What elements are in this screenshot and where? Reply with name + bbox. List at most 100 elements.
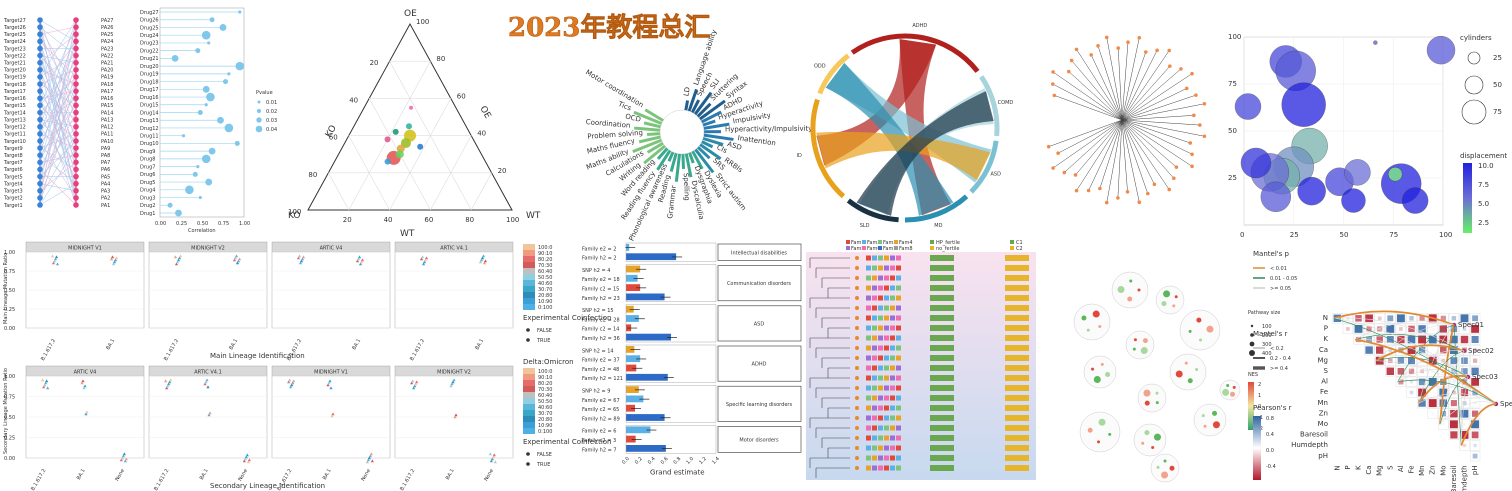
tree-branch bbox=[1139, 128, 1193, 155]
tree-branch bbox=[1086, 119, 1123, 134]
tree-heat-tip bbox=[855, 356, 859, 360]
legend-delta-swatch bbox=[523, 428, 535, 434]
bipartite-network-panel: Target27Target26Target25Target24Target23… bbox=[3, 17, 113, 209]
facet-point bbox=[203, 382, 207, 386]
network-node bbox=[1184, 361, 1188, 365]
tree-heat-tip bbox=[855, 326, 859, 330]
herit-row-label: Family e2 = 28 bbox=[582, 317, 620, 323]
tree-branch bbox=[1121, 119, 1164, 135]
legend-color-bar bbox=[1248, 382, 1254, 430]
tick-oe: 60 bbox=[457, 92, 466, 100]
mantel-col-label: Mo bbox=[1439, 465, 1447, 475]
ternary-frame bbox=[307, 22, 513, 211]
herit-bar bbox=[626, 404, 635, 412]
radial-bar bbox=[698, 99, 726, 121]
tree-heat-tip bbox=[855, 266, 859, 270]
ternary-point bbox=[384, 136, 391, 143]
mantel-col-label: Baresoil bbox=[1450, 465, 1458, 491]
tree-branch bbox=[1121, 102, 1142, 121]
facet-point bbox=[369, 452, 373, 456]
tree-heat-cell bbox=[878, 435, 883, 441]
herit-row-label: Family e2 = 18 bbox=[582, 277, 620, 283]
legend-delta-label: 90:10 bbox=[538, 375, 552, 381]
facet-point bbox=[54, 255, 59, 259]
spec-label: Spec02 bbox=[1468, 347, 1494, 355]
network-node bbox=[1222, 388, 1230, 396]
legend-delta-swatch bbox=[523, 298, 535, 304]
radial-bar bbox=[667, 151, 675, 162]
legend-delta-swatch bbox=[523, 416, 535, 422]
tree-heat-cell bbox=[896, 335, 901, 341]
network-node bbox=[1144, 430, 1150, 436]
legend-size-label: 400 bbox=[1262, 351, 1272, 357]
facet-point bbox=[423, 258, 428, 262]
tree-branch bbox=[1052, 83, 1100, 109]
tree-heat-cell bbox=[866, 335, 871, 341]
right-node-label: PA18 bbox=[101, 82, 113, 88]
network-node bbox=[1155, 401, 1159, 405]
network-node bbox=[1188, 329, 1192, 333]
network-cluster bbox=[1169, 353, 1207, 391]
facet-x-tick: BA.1 bbox=[445, 468, 456, 481]
right-node-label: PA26 bbox=[101, 25, 113, 31]
facet-x-tick: BA.1 bbox=[322, 468, 333, 481]
facet-x-tick: BA.1 bbox=[228, 338, 239, 351]
tree-heat-cell bbox=[884, 275, 889, 281]
left-node bbox=[37, 109, 43, 116]
right-node-label: PA17 bbox=[101, 89, 113, 95]
network-node bbox=[1175, 370, 1183, 378]
herit-bar bbox=[626, 315, 639, 322]
tree-tip bbox=[1089, 53, 1093, 57]
legend-p-label: < 0.01 bbox=[1270, 266, 1287, 272]
tree-heat-tip bbox=[855, 456, 859, 460]
left-node-label: Target22 bbox=[3, 53, 26, 59]
legend-r-label: 0.2 - 0.4 bbox=[1270, 356, 1291, 362]
radial-bar bbox=[644, 108, 664, 122]
tree-heat-cell bbox=[896, 465, 901, 471]
legend-delta-swatch bbox=[523, 292, 535, 298]
legend-delta-label: 50:50 bbox=[538, 275, 552, 281]
tree-heat-cell bbox=[890, 405, 895, 411]
legend-delta-title: Delta:Omicron bbox=[523, 358, 574, 366]
legend-p-label: >= 0.05 bbox=[1270, 286, 1291, 292]
facet-point bbox=[298, 261, 303, 265]
tree-heat-tip bbox=[855, 416, 859, 420]
network-node bbox=[1163, 459, 1167, 463]
radial-bar bbox=[681, 153, 686, 170]
tree-heat-bar-yellow bbox=[1005, 365, 1029, 371]
legend-delta-swatch bbox=[523, 380, 535, 386]
network-node bbox=[1132, 347, 1136, 351]
mantel-cell-square bbox=[1407, 335, 1416, 344]
legend-delta-swatch bbox=[523, 404, 535, 410]
left-node-label: Target20 bbox=[3, 68, 26, 74]
herit-group-name: ASD bbox=[754, 321, 765, 327]
tree-tip bbox=[1046, 144, 1051, 149]
tree-branch bbox=[1106, 139, 1119, 203]
chord-sector-arc bbox=[810, 98, 846, 199]
right-node-label: PA14 bbox=[101, 110, 113, 116]
chord-sector-label: MD bbox=[934, 223, 942, 229]
tree-heat-cell bbox=[866, 395, 871, 401]
ternary-point bbox=[384, 158, 391, 165]
tree-branch bbox=[1093, 119, 1123, 135]
legend-delta-swatch bbox=[523, 304, 535, 310]
network-node bbox=[1092, 310, 1100, 318]
right-node-label: PA5 bbox=[101, 174, 110, 180]
tree-heat-cell bbox=[890, 385, 895, 391]
mantel-col-label: Mg bbox=[1376, 465, 1384, 475]
tree-branch bbox=[1121, 119, 1126, 158]
facet-y-tick: 0.00 bbox=[4, 326, 15, 332]
chord-sector-arc bbox=[850, 33, 980, 73]
lollipop-point bbox=[192, 171, 198, 177]
tree-heat-bar-yellow bbox=[1005, 295, 1029, 301]
facet-point bbox=[232, 258, 237, 262]
mantel-row-label: Mn bbox=[1318, 399, 1328, 407]
tree-heat-cell bbox=[866, 375, 871, 381]
edge bbox=[39, 140, 77, 177]
chord-sector-label: COMD bbox=[998, 100, 1014, 106]
herit-row-label: Family h2 = 89 bbox=[582, 416, 620, 422]
lollipop-point bbox=[208, 147, 216, 155]
mantel-cell-square bbox=[1428, 356, 1437, 365]
tree-heat-tip bbox=[855, 306, 859, 310]
tree-heat-cell bbox=[866, 345, 871, 351]
